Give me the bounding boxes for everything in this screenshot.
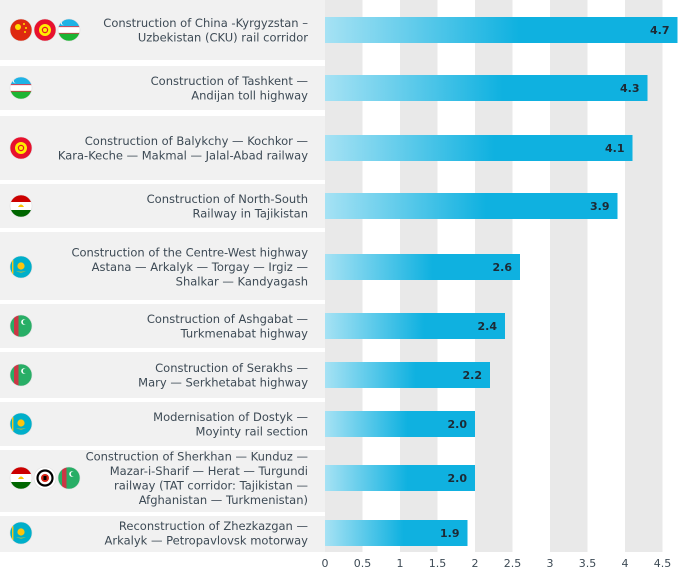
bar bbox=[325, 362, 490, 388]
tajikistan-flag-icon bbox=[9, 466, 33, 490]
value-label: 3.9 bbox=[590, 200, 610, 213]
x-tick-label: 1 bbox=[397, 557, 404, 570]
row-band bbox=[0, 304, 325, 348]
row-band bbox=[0, 352, 325, 398]
category-label: Construction of the Centre-West highway A… bbox=[71, 246, 308, 289]
row-band bbox=[0, 516, 325, 552]
chart-row: Construction of North-South Railway in Ta… bbox=[9, 192, 618, 221]
bar bbox=[325, 520, 468, 546]
x-tick-label: 4.5 bbox=[654, 557, 672, 570]
bar bbox=[325, 411, 475, 437]
value-label: 2.0 bbox=[448, 472, 468, 485]
row-band bbox=[0, 232, 325, 300]
bar bbox=[325, 313, 505, 339]
category-label: Modernisation of Dostyk — Moyinty rail se… bbox=[153, 410, 308, 439]
tajikistan-flag-icon bbox=[9, 194, 33, 218]
bar bbox=[325, 75, 648, 101]
value-label: 2.6 bbox=[493, 261, 513, 274]
row-layer: Construction of China -Kyrgyzstan – Uzbek… bbox=[9, 16, 678, 548]
x-tick-label: 0.5 bbox=[354, 557, 372, 570]
x-tick-label: 3 bbox=[547, 557, 554, 570]
turkmenistan-flag-icon bbox=[57, 466, 81, 490]
category-label: Construction of Sherkhan — Kunduz — Mazar… bbox=[86, 449, 308, 507]
row-band bbox=[0, 116, 325, 180]
x-tick-label: 3.5 bbox=[579, 557, 597, 570]
chart-row: Construction of Serakhs — Mary — Serkheta… bbox=[9, 361, 490, 390]
chart-row: Construction of Tashkent — Andijan toll h… bbox=[9, 74, 648, 103]
value-label: 2.4 bbox=[478, 320, 498, 333]
kazakhstan-flag-icon bbox=[9, 255, 33, 279]
x-tick-label: 0 bbox=[322, 557, 329, 570]
value-label: 2.0 bbox=[448, 418, 468, 431]
afghanistan-flag-icon bbox=[33, 466, 57, 490]
uzbekistan-flag-icon bbox=[9, 76, 33, 100]
bar bbox=[325, 193, 618, 219]
value-label: 1.9 bbox=[440, 527, 460, 540]
chart-row: Construction of Ashgabat — Turkmenabat hi… bbox=[9, 312, 505, 341]
category-label: Construction of Ashgabat — Turkmenabat hi… bbox=[147, 312, 308, 341]
x-axis: 0 0.5 1 1.5 2 2.5 3 3.5 4 4.5 bbox=[322, 557, 672, 570]
value-label: 2.2 bbox=[463, 369, 483, 382]
turkmenistan-flag-icon bbox=[9, 363, 33, 387]
chart-row: Construction of China -Kyrgyzstan – Uzbek… bbox=[9, 16, 678, 45]
bar bbox=[325, 17, 678, 43]
value-label: 4.3 bbox=[620, 82, 640, 95]
x-tick-label: 1.5 bbox=[429, 557, 447, 570]
value-label: 4.7 bbox=[650, 24, 670, 37]
uzbekistan-flag-icon bbox=[57, 18, 81, 42]
row-band bbox=[0, 66, 325, 110]
chart-row: Modernisation of Dostyk — Moyinty rail se… bbox=[9, 410, 475, 439]
turkmenistan-flag-icon bbox=[9, 314, 33, 338]
category-label: Construction of Tashkent — Andijan toll h… bbox=[151, 74, 309, 103]
bar bbox=[325, 254, 520, 280]
x-tick-label: 4 bbox=[622, 557, 629, 570]
bar bbox=[325, 135, 633, 161]
chart-row: Construction of Sherkhan — Kunduz — Mazar… bbox=[9, 449, 475, 507]
category-label: Reconstruction of Zhezkazgan — Arkalyk — … bbox=[105, 519, 309, 548]
kyrgyzstan-flag-icon bbox=[33, 18, 57, 42]
x-tick-label: 2.5 bbox=[504, 557, 522, 570]
bar bbox=[325, 465, 475, 491]
kazakhstan-flag-icon bbox=[9, 521, 33, 545]
category-label: Construction of North-South Railway in Ta… bbox=[147, 192, 308, 221]
category-label: Construction of Balykchy — Kochkor — Kara… bbox=[58, 134, 308, 163]
row-band bbox=[0, 184, 325, 228]
chart-row: Construction of Balykchy — Kochkor — Kara… bbox=[9, 134, 633, 163]
category-label: Construction of Serakhs — Mary — Serkheta… bbox=[138, 361, 308, 390]
chart-row: Reconstruction of Zhezkazgan — Arkalyk — … bbox=[9, 519, 468, 548]
value-label: 4.1 bbox=[605, 142, 625, 155]
kyrgyzstan-flag-icon bbox=[9, 136, 33, 160]
kazakhstan-flag-icon bbox=[9, 412, 33, 436]
row-band bbox=[0, 402, 325, 446]
x-tick-label: 2 bbox=[472, 557, 479, 570]
china-flag-icon bbox=[9, 18, 33, 42]
category-label: Construction of China -Kyrgyzstan – Uzbek… bbox=[103, 16, 308, 45]
chart-row: Construction of the Centre-West highway A… bbox=[9, 246, 520, 289]
